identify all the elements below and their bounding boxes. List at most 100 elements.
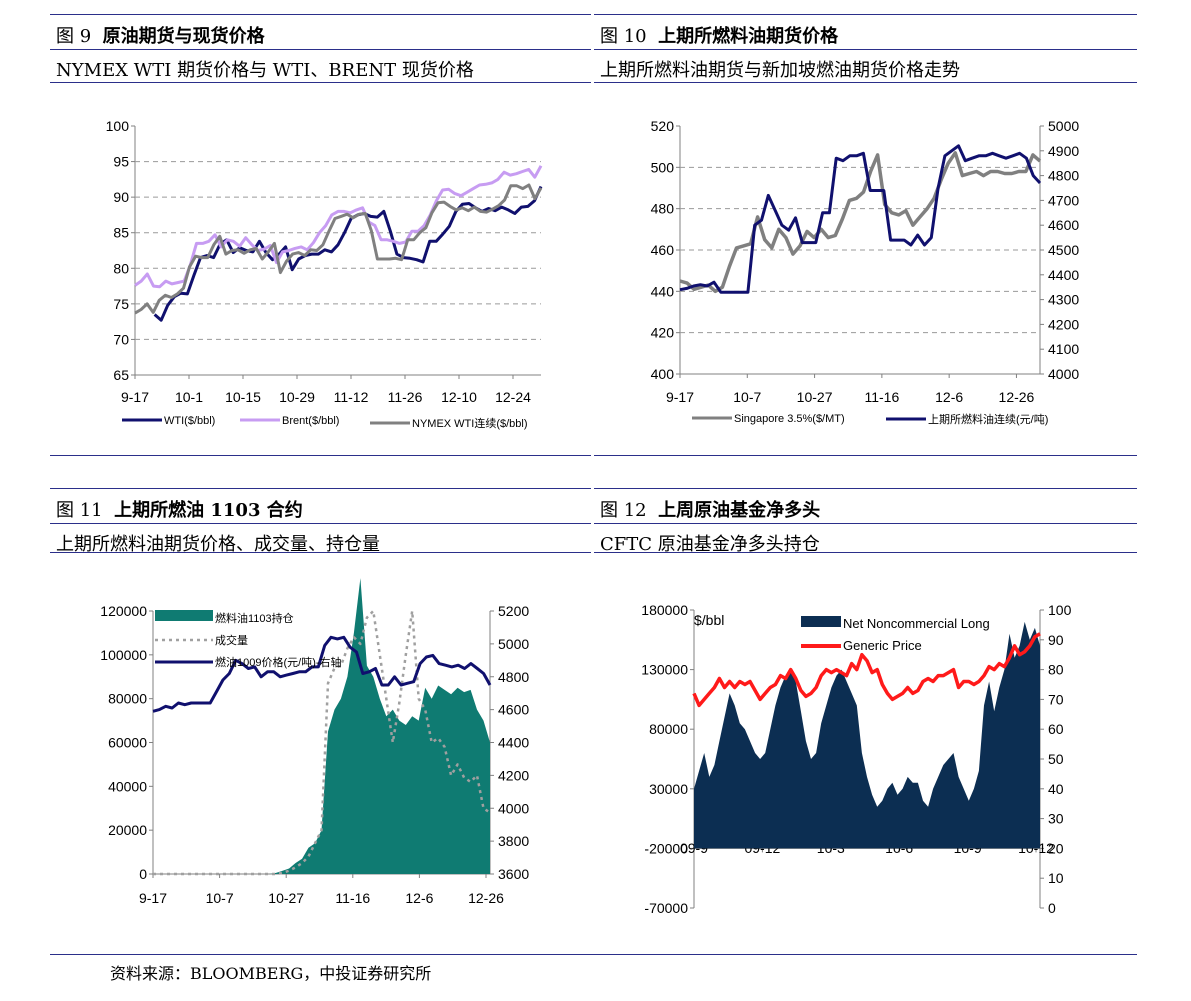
figure-subtitle: NYMEX WTI 期货价格与 WTI、BRENT 现货价格 (56, 60, 474, 81)
y2-tick-label: 60 (1048, 721, 1064, 737)
legend-label: 成交量 (215, 633, 248, 647)
series-line-1 (692, 632, 1041, 708)
y-tick-label: 85 (113, 225, 129, 241)
figure-title: 图 10 上期所燃料油期货价格 (600, 26, 839, 47)
y-tick-label: 180000 (641, 602, 688, 618)
y2-tick-label: 3600 (498, 866, 529, 882)
x-tick-label: 10-1 (175, 389, 203, 405)
legend-label: Net Noncommercial Long (843, 616, 990, 631)
legend-swatch (801, 616, 841, 627)
y2-tick-label: 4700 (1048, 192, 1079, 208)
x-tick-label: 12-6 (935, 389, 963, 405)
y2-tick-label: 4600 (1048, 217, 1079, 233)
panel-mid-rule (594, 523, 1137, 524)
y-tick-label: 100 (106, 118, 130, 134)
figure-title: 图 9 原油期货与现货价格 (56, 26, 265, 47)
x-tick-label: 12-10 (441, 389, 477, 405)
y-tick-label: 20000 (108, 822, 147, 838)
x-tick-label: 9-17 (121, 389, 149, 405)
legend-swatch (155, 610, 213, 621)
y2-tick-label: 4000 (498, 800, 529, 816)
panel-fig11: 图 11 上期所燃油 1103 合约 上期所燃料油期货价格、成交量、持仓量 12… (50, 488, 591, 958)
panel-top-rule (594, 488, 1137, 489)
x-tick-label: 12-24 (495, 389, 531, 405)
y2-tick-label: 40 (1048, 781, 1064, 797)
y2-tick-label: 90 (1048, 632, 1064, 648)
panel-mid-rule (50, 523, 591, 524)
y-tick-label: 130000 (641, 662, 688, 678)
series-line-0 (679, 151, 1042, 294)
y2-tick-label: 4600 (498, 702, 529, 718)
series-area-0 (153, 578, 490, 874)
x-tick-label: 12-26 (468, 890, 504, 906)
y2-tick-label: 100 (1048, 602, 1072, 618)
footer-source: 资料来源：BLOOMBERG，中投证券研究所 (110, 964, 432, 983)
y2-tick-label: 4800 (1048, 168, 1079, 184)
legend-label: NYMEX WTI连续($/bbl) (412, 416, 528, 430)
chart-fuel-oil: 520 500 480 460 440 420 400 5000 4900 4800 4700 460… (651, 118, 1080, 426)
y2-tick-label: 10 (1048, 870, 1064, 886)
y-tick-label: 460 (651, 242, 675, 258)
y2-tick-label: 80 (1048, 662, 1064, 678)
series-line-1 (153, 609, 491, 876)
y2-tick-label: 4900 (1048, 143, 1079, 159)
legend-label: Generic Price (843, 638, 922, 653)
x-tick-label: 11-26 (388, 389, 423, 405)
y2-tick-label: 4500 (1048, 242, 1079, 258)
figure-subtitle: CFTC 原油基金净多头持仓 (600, 534, 820, 555)
chart-cftc-net-long: 1800001300008000030000-20000-70000100908… (641, 602, 1072, 916)
y-tick-label: 400 (651, 366, 675, 382)
y2-tick-label: 4400 (1048, 267, 1079, 283)
x-tick-label: 12-26 (999, 389, 1035, 405)
y-tick-label: 70 (113, 331, 129, 347)
y2-tick-label: 4000 (1048, 366, 1079, 382)
x-tick-label: 11-16 (335, 890, 370, 906)
x-tick-label: 11-16 (864, 389, 899, 405)
legend-label: Brent($/bbl) (282, 415, 339, 427)
series-area-0 (694, 621, 1040, 849)
series-line-1 (134, 165, 543, 289)
series-line-2 (134, 183, 543, 315)
y-tick-label: 520 (651, 118, 675, 134)
y-tick-label: 80000 (649, 721, 688, 737)
series-line-2 (152, 635, 492, 713)
y-tick-label: 60000 (108, 735, 147, 751)
y2-tick-label: 0 (1048, 900, 1056, 916)
y2-tick-label: 3800 (498, 833, 529, 849)
y-tick-label: 120000 (100, 603, 147, 619)
y2-tick-label: 4400 (498, 735, 529, 751)
panel-top-rule (50, 488, 591, 489)
y-tick-label: 95 (113, 154, 129, 170)
panel-bottom-rule (50, 455, 591, 456)
x-tick-label: 10-7 (206, 890, 234, 906)
y-tick-label: 75 (113, 296, 129, 312)
y2-tick-label: 4800 (498, 669, 529, 685)
y-tick-label: 420 (651, 325, 675, 341)
legend-label: WTI($/bbl) (164, 415, 215, 427)
x-tick-label: 10-29 (279, 389, 315, 405)
panel-fig9: 图 9 原油期货与现货价格 NYMEX WTI 期货价格与 WTI、BRENT … (50, 14, 591, 456)
y2-tick-label: 5000 (498, 636, 529, 652)
y-tick-label: 30000 (649, 781, 688, 797)
chart-crude-oil: 100 95 90 85 80 75 70 65 9-17 10-1 10-15 10-29 11-12… (106, 118, 543, 430)
footer-rule (50, 954, 1137, 955)
y-tick-label: 65 (113, 367, 129, 383)
x-tick-label: 9-17 (666, 389, 694, 405)
x-tick-label: 11-12 (334, 389, 369, 405)
x-tick-label: 12-6 (405, 890, 433, 906)
x-tick-label: 9-17 (139, 890, 167, 906)
legend-label: 上期所燃料油连续(元/吨) (928, 412, 1048, 426)
y-tick-label: 440 (651, 283, 675, 299)
y2-tick-label: 4200 (498, 767, 529, 783)
series-line-0 (153, 185, 543, 322)
legend-label: 燃料油1103持仓 (215, 611, 294, 625)
y2-tick-label: 4300 (1048, 292, 1079, 308)
y-tick-label: 90 (113, 189, 129, 205)
panel-sub-rule (594, 82, 1137, 83)
y2-tick-label: 70 (1048, 691, 1064, 707)
panel-fig10: 图 10 上期所燃料油期货价格 上期所燃料油期货与新加坡燃油期货价格走势 520… (594, 14, 1137, 456)
y2-tick-label: 4100 (1048, 341, 1079, 357)
panel-mid-rule (50, 49, 591, 50)
x-tick-label: 10-15 (225, 389, 261, 405)
panel-sub-rule (594, 552, 1137, 553)
